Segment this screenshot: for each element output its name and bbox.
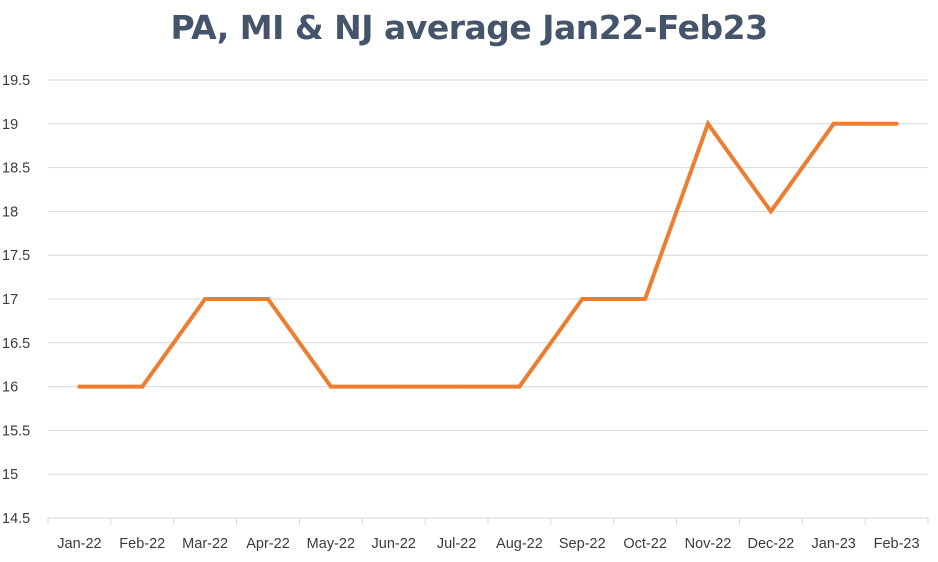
series-line: [79, 119, 897, 389]
x-tick-label: Sep-22: [559, 536, 606, 552]
y-tick-label: 19: [2, 117, 18, 133]
y-tick-label: 18.5: [2, 161, 30, 177]
x-tick-label: Oct-22: [623, 536, 667, 552]
series-layer: [77, 119, 899, 389]
x-tick-label: Feb-23: [874, 536, 920, 552]
data-point: [140, 384, 145, 389]
data-point: [894, 121, 899, 126]
y-tick-label: 14.5: [2, 511, 30, 527]
x-tick-label: Apr-22: [246, 536, 290, 552]
x-tick-label: Jan-23: [812, 536, 856, 552]
x-axis-ticks: Jan-22 Feb-22 Mar-22 Apr-22 May-22 Jun-22 Jul-…: [47, 518, 929, 552]
data-point: [517, 384, 522, 389]
data-point: [203, 297, 208, 301]
chart-title: PA, MI & NJ average Jan22-Feb23: [170, 8, 768, 47]
data-point: [768, 209, 773, 214]
y-tick-label: 16: [2, 380, 18, 396]
data-point: [580, 297, 585, 301]
y-tick-label: 16.5: [2, 336, 30, 352]
data-point: [831, 121, 836, 126]
data-point: [328, 384, 333, 389]
x-tick-label: Dec-22: [747, 536, 794, 552]
x-tick-label: Jan-22: [57, 536, 101, 552]
data-point: [77, 384, 82, 389]
y-tick-label: 17.5: [2, 248, 30, 264]
y-tick-label: 15.5: [2, 423, 30, 439]
x-tick-label: Mar-22: [182, 536, 228, 552]
data-point: [643, 297, 648, 301]
x-tick-label: Feb-22: [119, 536, 165, 552]
data-point: [391, 384, 396, 389]
x-tick-label: Nov-22: [685, 536, 732, 552]
data-point: [266, 297, 270, 301]
x-tick-label: May-22: [307, 536, 355, 552]
y-tick-label: 19.5: [2, 73, 30, 89]
y-tick-label: 17: [2, 292, 18, 308]
y-tick-label: 18: [2, 204, 18, 220]
y-axis-ticks: 14.5 15 15.5 16 16.5 17 17.5 18 18.5 19 19.5: [2, 73, 30, 527]
data-point: [454, 384, 459, 389]
data-point: [706, 121, 710, 126]
x-tick-label: Aug-22: [496, 536, 543, 552]
x-tick-label: Jun-22: [372, 536, 416, 552]
gridlines: [48, 79, 928, 519]
y-tick-label: 15: [2, 467, 18, 483]
x-tick-label: Jul-22: [437, 536, 477, 552]
